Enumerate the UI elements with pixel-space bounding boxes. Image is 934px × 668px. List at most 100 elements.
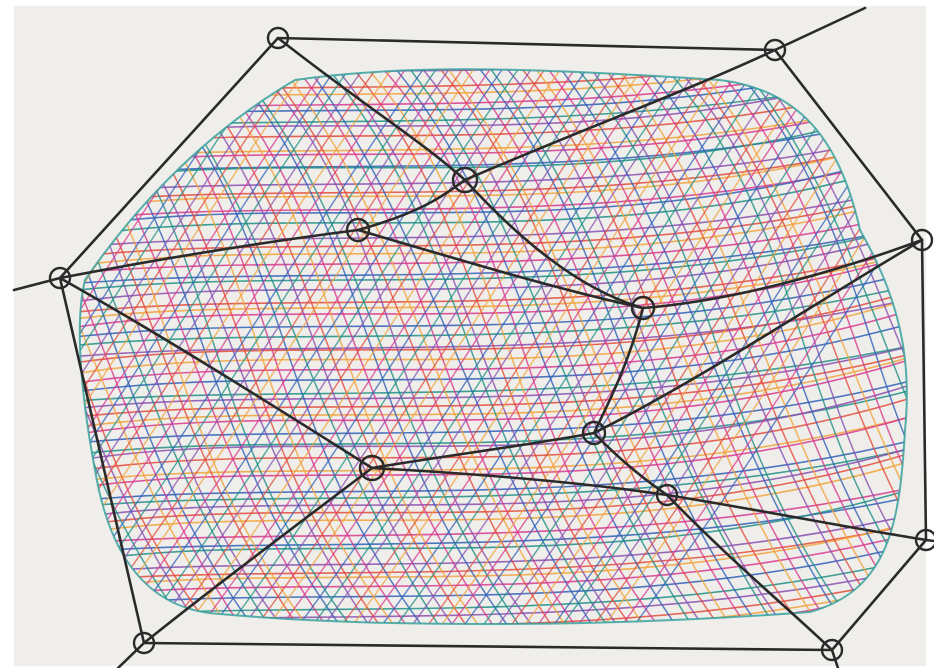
hatch-line xyxy=(79,519,907,583)
hatch-line xyxy=(79,69,213,625)
line-inner-to-center xyxy=(356,178,467,232)
hatch-line xyxy=(79,69,304,625)
hatch-line xyxy=(79,352,907,438)
extension-top-right xyxy=(773,6,867,52)
hatch-line xyxy=(118,69,540,625)
hatch-line xyxy=(370,69,702,625)
line-center-to-mid xyxy=(592,306,645,435)
hatch-line xyxy=(706,69,907,625)
hatch-line xyxy=(79,69,346,625)
line-left-to-inner xyxy=(58,228,360,280)
hatch-line xyxy=(355,69,777,625)
line-mid-to-right-edge xyxy=(592,238,924,435)
node-bottom-right xyxy=(820,638,844,662)
line-lower-to-mid xyxy=(370,431,596,470)
hatch-line xyxy=(511,69,844,625)
node-top-left xyxy=(266,26,290,50)
hatch-line xyxy=(577,69,907,625)
hatch-line xyxy=(79,303,907,387)
hatch-line xyxy=(79,492,907,555)
hatch-line xyxy=(79,247,907,322)
node-lower-right xyxy=(655,483,679,507)
hatch-line xyxy=(79,340,907,404)
hatch-line xyxy=(79,340,907,412)
extension-right-bottom xyxy=(924,538,934,543)
hatch-line xyxy=(607,69,907,625)
hatch-line xyxy=(217,69,639,625)
hatch-line xyxy=(733,69,907,625)
hatch-line xyxy=(79,69,397,625)
hatch-line xyxy=(79,69,495,625)
hatch-line xyxy=(272,69,694,625)
hatch-line xyxy=(567,69,907,625)
extension-left xyxy=(12,276,62,292)
hatch-line xyxy=(339,69,762,625)
hatch-line xyxy=(79,441,907,521)
hatch-line xyxy=(79,482,907,565)
hatch-line xyxy=(326,69,658,625)
hatch-line xyxy=(401,69,823,625)
hatch-line xyxy=(244,69,576,625)
line-node-upper-right xyxy=(463,48,777,182)
node-middle xyxy=(581,420,607,446)
hatch-line xyxy=(567,69,899,625)
circle-nodes xyxy=(48,26,934,662)
hatch-line xyxy=(270,69,602,625)
hatch-line xyxy=(79,573,907,625)
hatch-line xyxy=(175,69,507,625)
hatch-line xyxy=(456,69,878,625)
hatch-line xyxy=(665,69,907,625)
hatch-line xyxy=(385,69,807,625)
hatch-line xyxy=(79,248,907,331)
hatch-line xyxy=(580,69,907,625)
node-center-top xyxy=(451,166,479,194)
hatch-line xyxy=(79,69,224,625)
node-right-upper xyxy=(910,228,934,252)
hatch-line xyxy=(174,69,596,625)
hatch-line xyxy=(79,377,907,465)
hatch-line xyxy=(255,69,677,625)
hatch-line xyxy=(258,69,590,625)
hatch-line xyxy=(385,69,717,625)
hatch-line xyxy=(160,69,582,625)
hatch-line xyxy=(326,69,748,625)
line-top-to-center xyxy=(276,36,467,182)
node-left xyxy=(48,266,72,290)
hatch-line xyxy=(537,69,869,625)
blob-outline xyxy=(78,68,908,626)
hatch-line xyxy=(355,69,687,625)
hatch-line xyxy=(79,69,336,625)
hatch-line xyxy=(79,69,316,625)
hatch-line xyxy=(242,69,664,625)
hatch-line xyxy=(593,69,907,625)
hatch-line xyxy=(202,69,625,625)
hatch-line xyxy=(453,69,785,625)
hatch-line xyxy=(203,69,535,625)
hatch-line xyxy=(131,69,553,625)
hatch-line xyxy=(79,69,371,625)
extension-bottom-left xyxy=(116,641,146,668)
node-lower-left xyxy=(358,454,386,482)
node-top-right xyxy=(763,38,787,62)
hatch-line xyxy=(340,69,672,625)
line-center-to-right xyxy=(463,178,645,310)
hatch-line xyxy=(213,69,545,625)
hatch-line xyxy=(297,69,719,625)
hatch-line xyxy=(413,69,746,625)
hatch-line xyxy=(79,69,413,625)
node-bottom-left xyxy=(132,631,156,655)
line-lower-to-bottom-left xyxy=(142,466,374,645)
hatch-line xyxy=(102,69,524,625)
hatch-line xyxy=(79,69,310,625)
hatch-line xyxy=(79,221,907,286)
hatch-line xyxy=(315,69,737,625)
hatch-line xyxy=(302,69,634,625)
node-inner-left xyxy=(345,217,371,243)
hatch-line xyxy=(79,69,328,625)
hatch-line xyxy=(495,69,827,625)
node-center-right xyxy=(630,295,656,321)
node-right-lower xyxy=(914,528,934,552)
hatch-line xyxy=(79,69,295,625)
hatch-line xyxy=(79,69,266,625)
